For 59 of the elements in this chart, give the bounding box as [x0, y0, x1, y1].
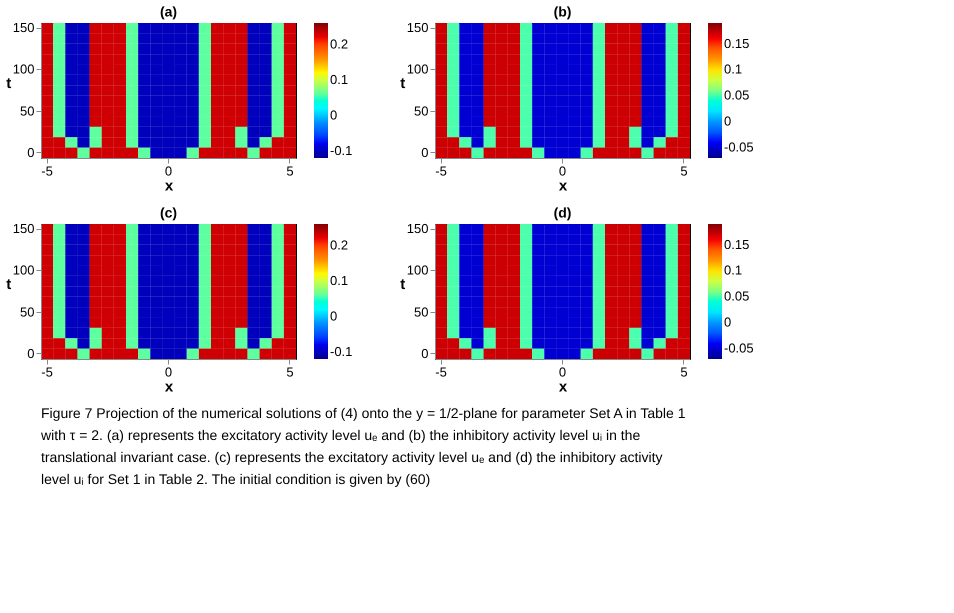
- color-bar-label: 0.05: [724, 288, 750, 304]
- x-tick-label: 0: [558, 164, 566, 178]
- y-axis-title: t: [6, 276, 12, 293]
- y-tick-label: 100: [406, 262, 428, 278]
- y-tick-label: 100: [12, 262, 34, 278]
- x-tick-label: 5: [680, 364, 688, 380]
- color-bar-label: 0.15: [724, 36, 750, 51]
- color-bar-label: 0.1: [724, 262, 742, 278]
- color-bar-label: 0.2: [330, 36, 348, 52]
- x-tick-label: 0: [164, 364, 172, 380]
- y-tick-label: 150: [406, 20, 428, 36]
- color-bar-label: 0.1: [724, 62, 742, 77]
- caption: Figure 7 Projection of the numerical solutions of (4) onto the y = 1/2-plane for parameter Set A in Table 1 with τ = 2. (a) represents the excitatory activity level uₑ and (b) the inhibitory activity level uᵢ in the translational invariant case. (c) represents the excitatory activity level uₑ and (d) the inhibitory activity level uᵢ for Set 1 in Table 2. The initial condition is given by (60): [40, 405, 686, 487]
- y-tick-label: 0: [27, 346, 34, 361]
- color-bar-label: 0.1: [330, 72, 348, 87]
- y-tick-label: 150: [12, 221, 34, 236]
- x-tick-label: 5: [286, 164, 294, 178]
- chart-title: (b): [554, 4, 572, 20]
- x-axis-title: x: [558, 178, 568, 194]
- y-axis-title: t: [400, 276, 406, 293]
- chart-title: (d): [554, 204, 572, 221]
- x-tick-label: 5: [286, 364, 294, 380]
- y-tick-label: 50: [414, 304, 428, 320]
- y-tick-label: 0: [421, 346, 428, 361]
- x-tick-label: -5: [435, 164, 447, 178]
- y-tick-label: 0: [27, 144, 34, 160]
- y-tick-label: 150: [12, 20, 34, 36]
- color-bar-label: 0: [724, 114, 732, 129]
- x-tick-label: -5: [41, 364, 53, 380]
- color-bar-label: -0.05: [724, 340, 754, 356]
- x-tick-label: 0: [558, 364, 566, 380]
- color-bar-label: -0.05: [724, 140, 754, 155]
- y-tick-label: 100: [406, 62, 428, 77]
- x-tick-label: -5: [435, 364, 447, 380]
- y-axis-title: t: [400, 75, 406, 92]
- color-bar-label: 0: [330, 308, 338, 324]
- x-axis-title: x: [164, 378, 174, 396]
- y-tick-label: 50: [20, 103, 34, 118]
- y-tick-label: 50: [20, 304, 34, 320]
- y-axis-title: t: [6, 75, 12, 92]
- color-bar-label: 0.05: [724, 88, 750, 103]
- x-axis-title: x: [558, 378, 568, 396]
- color-bar-label: 0.15: [724, 236, 750, 252]
- color-bar-label: 0: [330, 107, 338, 122]
- chart-title: (c): [160, 204, 178, 221]
- chart-title: (a): [160, 4, 178, 20]
- x-tick-label: 5: [680, 164, 688, 178]
- color-bar-label: 0.1: [330, 272, 348, 288]
- color-bar-label: 0: [724, 314, 732, 330]
- y-tick-label: 0: [421, 144, 428, 160]
- color-bar-label: -0.1: [330, 142, 352, 158]
- y-tick-label: 150: [406, 221, 428, 236]
- color-bar-label: -0.1: [330, 344, 352, 359]
- x-axis-title: x: [164, 178, 174, 194]
- color-bar-label: 0.2: [330, 237, 348, 252]
- x-tick-label: -5: [41, 164, 53, 178]
- x-tick-label: 0: [164, 164, 172, 178]
- y-tick-label: 50: [414, 103, 428, 118]
- y-tick-label: 100: [12, 62, 34, 77]
